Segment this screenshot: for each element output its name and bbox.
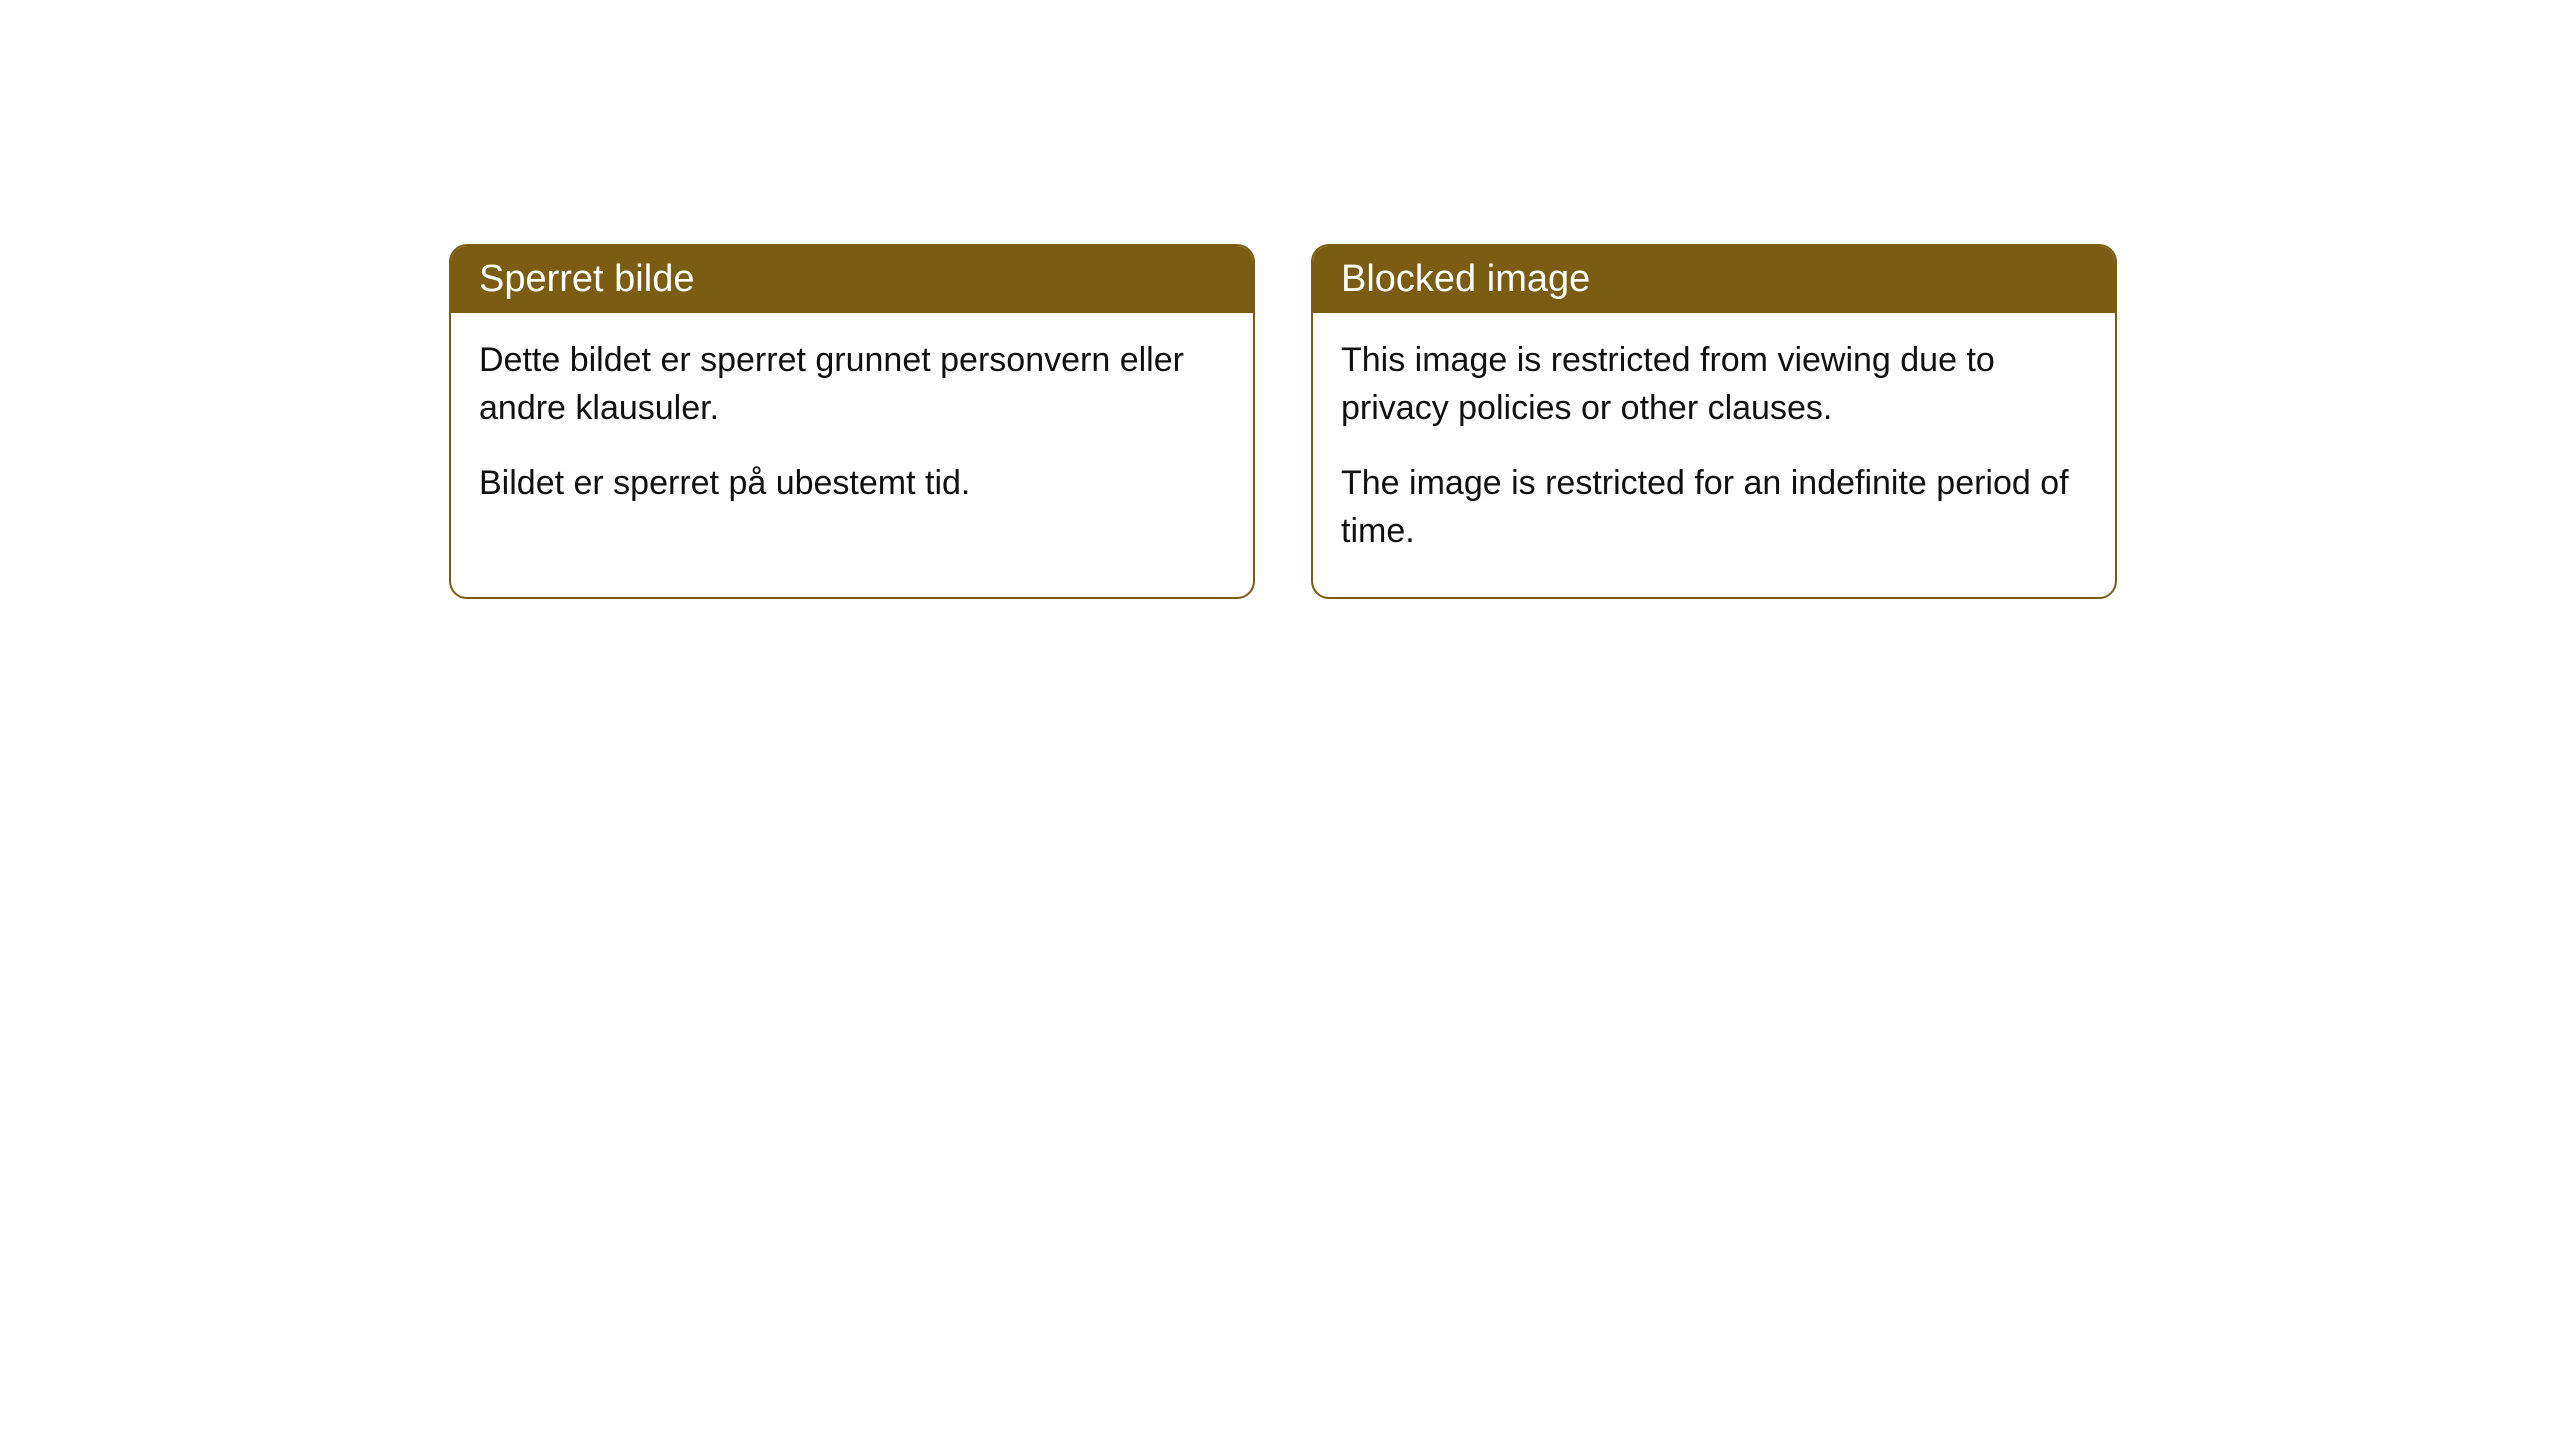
card-body-english: This image is restricted from viewing du…: [1313, 313, 2115, 597]
card-body-norwegian: Dette bildet er sperret grunnet personve…: [451, 313, 1253, 550]
card-title: Sperret bilde: [479, 258, 694, 300]
card-header-english: Blocked image: [1313, 246, 2115, 313]
card-header-norwegian: Sperret bilde: [451, 246, 1253, 313]
card-norwegian: Sperret bilde Dette bildet er sperret gr…: [449, 244, 1255, 599]
blocked-image-notices: Sperret bilde Dette bildet er sperret gr…: [449, 244, 2117, 599]
card-title: Blocked image: [1341, 258, 1590, 300]
card-paragraph: Dette bildet er sperret grunnet personve…: [479, 337, 1225, 432]
card-english: Blocked image This image is restricted f…: [1311, 244, 2117, 599]
card-paragraph: The image is restricted for an indefinit…: [1341, 460, 2087, 555]
card-paragraph: Bildet er sperret på ubestemt tid.: [479, 460, 1225, 508]
card-paragraph: This image is restricted from viewing du…: [1341, 337, 2087, 432]
